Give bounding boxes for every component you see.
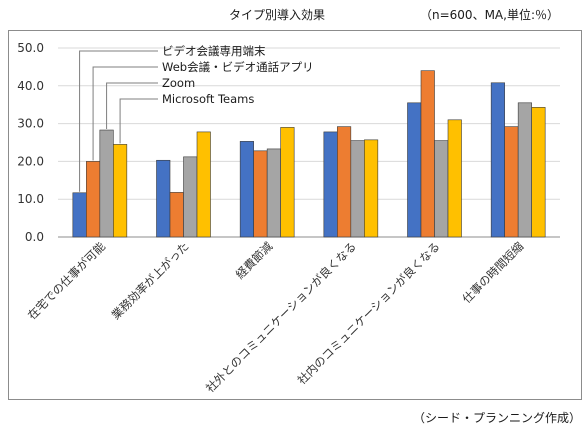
bar <box>490 82 505 238</box>
bar <box>337 126 352 238</box>
bar <box>183 156 198 238</box>
bar <box>420 70 435 238</box>
bar <box>113 144 128 238</box>
bar <box>253 150 268 238</box>
y-tick-label: 0.0 <box>25 230 44 244</box>
y-tick-label: 10.0 <box>17 192 44 206</box>
x-category-label: 社内のコミュニケーションが良くなる <box>295 239 443 387</box>
bar <box>239 141 254 238</box>
x-category-label: 社外とのコミュニケーションが良くなる <box>203 239 359 395</box>
bar <box>407 102 422 238</box>
y-tick-label: 50.0 <box>17 41 44 55</box>
bar <box>434 140 449 238</box>
legend-leader-line <box>79 50 158 192</box>
legend-label: ビデオ会議専用端末 <box>162 44 266 58</box>
bar <box>504 126 519 238</box>
bar <box>447 119 462 238</box>
y-tick-label: 30.0 <box>17 117 44 131</box>
bar <box>99 129 114 238</box>
legend-leader-line <box>106 82 158 130</box>
bar <box>517 102 532 238</box>
bar <box>169 192 184 238</box>
chart-frame <box>8 30 582 400</box>
x-category-label: 在宅での仕事が可能 <box>25 239 108 322</box>
legend-label: Microsoft Teams <box>162 92 254 106</box>
legend-label: Zoom <box>162 76 195 90</box>
bar <box>72 192 87 238</box>
y-tick-label: 20.0 <box>17 154 44 168</box>
chart-title: タイプ別導入効果 <box>229 8 326 22</box>
x-category-label: 経費節減 <box>233 239 276 282</box>
source-note: （シード・プランニング作成） <box>412 411 581 425</box>
bar <box>323 131 338 238</box>
bar <box>364 139 379 238</box>
bar <box>266 148 281 238</box>
bar <box>280 127 295 238</box>
bar <box>350 140 365 238</box>
legend-leader-line <box>92 66 158 161</box>
legend-leader-line <box>119 98 158 144</box>
bar <box>86 161 101 238</box>
y-tick-label: 40.0 <box>17 79 44 93</box>
bar <box>196 131 211 238</box>
bar <box>531 107 546 238</box>
x-category-label: 業務効率が上がった <box>109 239 192 322</box>
chart-note: （n=600、MA,単位:％） <box>420 8 559 22</box>
x-category-label: 仕事の時間短縮 <box>459 239 526 306</box>
legend-label: Web会議・ビデオ通話アプリ <box>162 60 314 74</box>
bar <box>156 159 171 238</box>
